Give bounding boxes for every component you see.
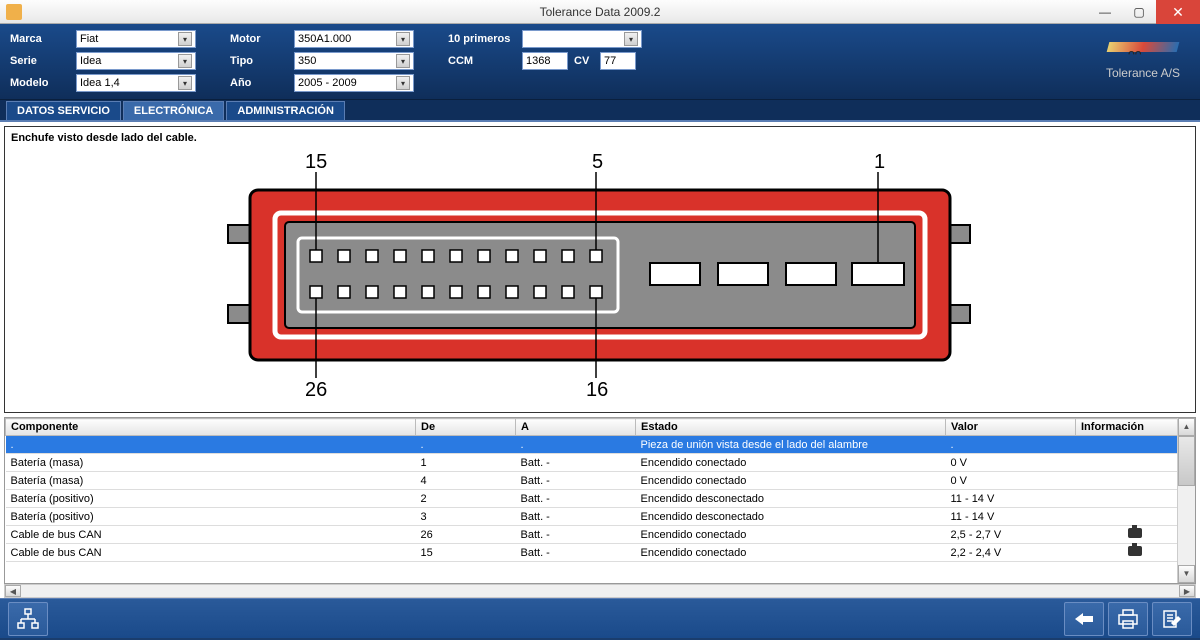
table-row[interactable]: Batería (positivo)2Batt. -Encendido desc… bbox=[6, 490, 1195, 508]
printer-icon bbox=[1117, 609, 1139, 629]
dropdown-tipo[interactable]: 350▾ bbox=[294, 52, 414, 70]
chevron-down-icon: ▾ bbox=[178, 54, 192, 68]
window-title: Tolerance Data 2009.2 bbox=[540, 5, 661, 19]
chevron-down-icon: ▾ bbox=[396, 32, 410, 46]
dropdown-motor[interactable]: 350A1.000▾ bbox=[294, 30, 414, 48]
edit-document-icon bbox=[1162, 609, 1182, 629]
pin-label-5: 5 bbox=[592, 151, 603, 173]
table-row[interactable]: Batería (masa)4Batt. -Encendido conectad… bbox=[6, 472, 1195, 490]
scroll-down-icon[interactable]: ▼ bbox=[1178, 565, 1195, 583]
brand-logo: Tolerance A/S bbox=[1106, 34, 1180, 80]
chevron-down-icon: ▾ bbox=[624, 32, 638, 46]
dropdown-ano[interactable]: 2005 - 2009▾ bbox=[294, 74, 414, 92]
pin-label-16: 16 bbox=[586, 379, 608, 400]
camera-icon[interactable] bbox=[1128, 546, 1142, 556]
label-ccm: CCM bbox=[448, 52, 518, 70]
col-componente[interactable]: Componente bbox=[6, 419, 416, 436]
dropdown-marca[interactable]: Fiat▾ bbox=[76, 30, 196, 48]
col-a[interactable]: A bbox=[516, 419, 636, 436]
print-button[interactable] bbox=[1108, 602, 1148, 636]
tab-electronica[interactable]: ELECTRÓNICA bbox=[123, 101, 224, 120]
chevron-down-icon: ▾ bbox=[178, 32, 192, 46]
pin-label-26: 26 bbox=[305, 379, 327, 400]
scroll-up-icon[interactable]: ▲ bbox=[1178, 418, 1195, 436]
maximize-button[interactable]: ▢ bbox=[1122, 0, 1156, 24]
table-row[interactable]: Cable de bus CAN15Batt. -Encendido conec… bbox=[6, 544, 1195, 562]
input-ccm[interactable]: 1368 bbox=[522, 52, 568, 70]
col-valor[interactable]: Valor bbox=[946, 419, 1076, 436]
tab-datos-servicio[interactable]: DATOS SERVICIO bbox=[6, 101, 121, 120]
table-row[interactable]: Batería (masa)1Batt. -Encendido conectad… bbox=[6, 454, 1195, 472]
col-estado[interactable]: Estado bbox=[636, 419, 946, 436]
scroll-thumb[interactable] bbox=[1178, 436, 1195, 486]
dropdown-modelo[interactable]: Idea 1,4▾ bbox=[76, 74, 196, 92]
pin-label-15: 15 bbox=[305, 151, 327, 173]
diagram-tree-button[interactable] bbox=[8, 602, 48, 636]
camera-icon[interactable] bbox=[1128, 528, 1142, 538]
dropdown-primeros[interactable]: ▾ bbox=[522, 30, 642, 48]
minimize-button[interactable]: — bbox=[1088, 0, 1122, 24]
label-modelo: Modelo bbox=[10, 74, 72, 92]
main-hscrollbar[interactable]: ◀ ▶ bbox=[4, 584, 1196, 598]
tree-icon bbox=[17, 608, 39, 630]
close-button[interactable]: ✕ bbox=[1156, 0, 1200, 24]
chevron-down-icon: ▾ bbox=[396, 54, 410, 68]
input-cv[interactable]: 77 bbox=[600, 52, 636, 70]
tab-administracion[interactable]: ADMINISTRACIÓN bbox=[226, 101, 345, 120]
col-de[interactable]: De bbox=[416, 419, 516, 436]
table-row[interactable]: Batería (positivo)3Batt. -Encendido desc… bbox=[6, 508, 1195, 526]
pin-label-1: 1 bbox=[874, 151, 885, 173]
label-primeros: 10 primeros bbox=[448, 30, 518, 48]
brand-name: Tolerance A/S bbox=[1106, 66, 1180, 80]
scroll-left-icon[interactable]: ◀ bbox=[5, 585, 21, 597]
back-button[interactable] bbox=[1064, 602, 1104, 636]
chevron-down-icon: ▾ bbox=[178, 76, 192, 90]
chevron-down-icon: ▾ bbox=[396, 76, 410, 90]
connector-diagram: 15 5 1 26 16 bbox=[150, 150, 1050, 400]
dropdown-serie[interactable]: Idea▾ bbox=[76, 52, 196, 70]
tab-bar: DATOS SERVICIO ELECTRÓNICA ADMINISTRACIÓ… bbox=[0, 100, 1200, 122]
filter-header: Marca Serie Modelo Fiat▾ Idea▾ Idea 1,4▾… bbox=[0, 24, 1200, 100]
label-marca: Marca bbox=[10, 30, 72, 48]
diagram-title: Enchufe visto desde lado del cable. bbox=[11, 129, 1189, 150]
main-panel: Enchufe visto desde lado del cable. bbox=[0, 122, 1200, 598]
label-tipo: Tipo bbox=[230, 52, 290, 70]
pin-table: Componente De A Estado Valor Información… bbox=[4, 417, 1196, 584]
scroll-right-icon[interactable]: ▶ bbox=[1179, 585, 1195, 597]
table-row[interactable]: Cable de bus CAN26Batt. -Encendido conec… bbox=[6, 526, 1195, 544]
label-serie: Serie bbox=[10, 52, 72, 70]
back-arrow-icon bbox=[1073, 612, 1095, 626]
footer-toolbar bbox=[0, 598, 1200, 638]
table-vscrollbar[interactable]: ▲ ▼ bbox=[1177, 418, 1195, 583]
titlebar: Tolerance Data 2009.2 — ▢ ✕ bbox=[0, 0, 1200, 24]
app-icon bbox=[6, 4, 22, 20]
table-row[interactable]: ...Pieza de unión vista desde el lado de… bbox=[6, 436, 1195, 454]
label-ano: Año bbox=[230, 74, 290, 92]
label-motor: Motor bbox=[230, 30, 290, 48]
connector-diagram-panel: Enchufe visto desde lado del cable. bbox=[4, 126, 1196, 413]
edit-button[interactable] bbox=[1152, 602, 1192, 636]
label-cv: CV bbox=[574, 52, 594, 70]
